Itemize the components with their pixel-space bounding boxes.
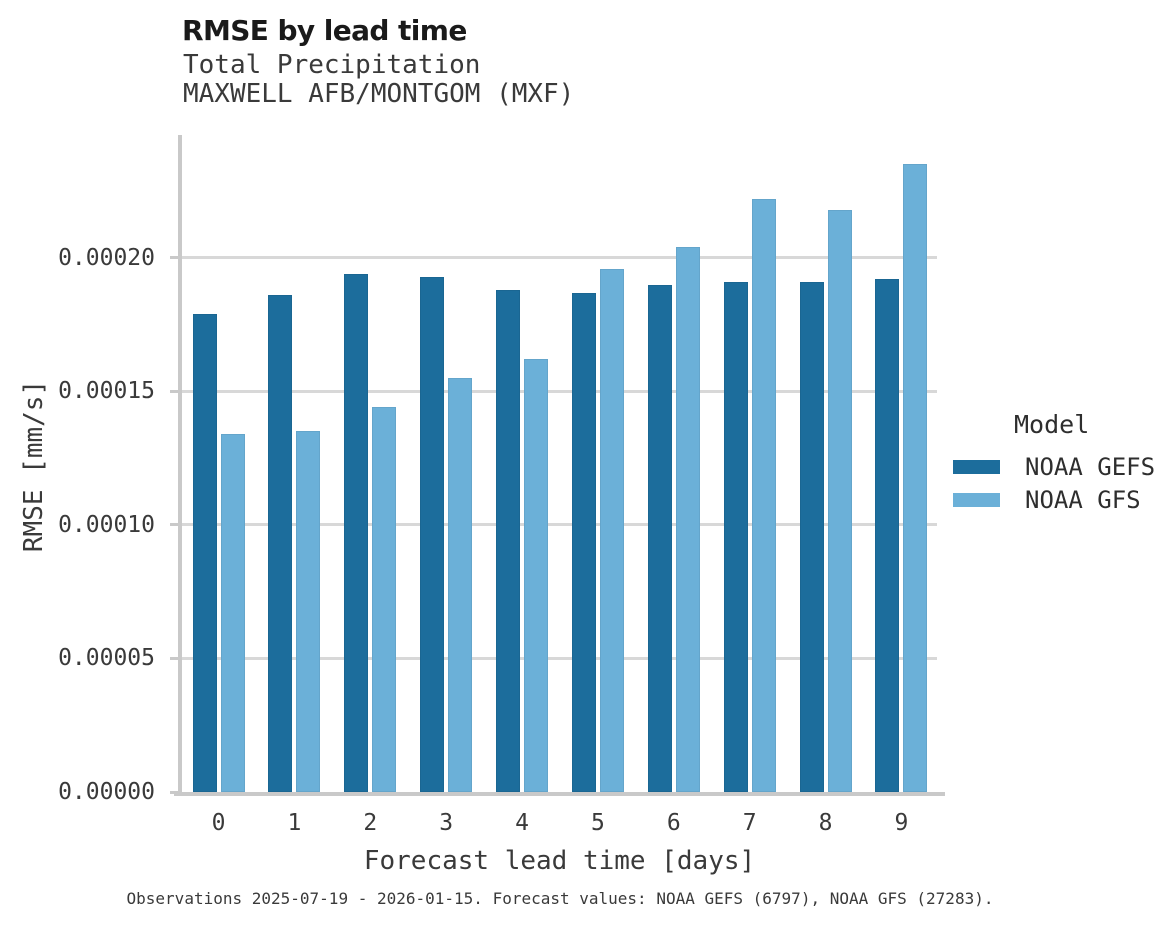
bar-noaa-gefs-day-6 [647,284,672,792]
footer-caption: Observations 2025-07-19 - 2026-01-15. Fo… [126,889,994,908]
x-tick-label-6: 6 [666,810,681,836]
bar-noaa-gefs-day-7 [723,281,748,792]
x-axis-label: Forecast lead time [days] [363,846,756,876]
y-axis-spine [178,135,182,796]
bar-noaa-gfs-day-4 [524,359,549,792]
gridline-0.00005 [182,656,937,660]
chart-title: RMSE by lead time [182,14,467,47]
bar-noaa-gefs-day-0 [192,313,217,792]
x-axis-spine [174,792,945,796]
x-tick-label-4: 4 [515,810,529,836]
legend: Model NOAA GEFS NOAA GFS [950,408,1175,516]
bar-noaa-gefs-day-3 [420,276,445,792]
legend-swatch-icon [953,492,1000,507]
x-tick-label-2: 2 [363,810,378,836]
y-tick-mark [170,656,178,660]
y-tick-label: 0.00015 [58,378,155,405]
chart-subtitle-station: MAXWELL AFB/MONTGOM (MXF) [183,79,575,109]
bar-noaa-gfs-day-0 [220,434,245,792]
bar-noaa-gefs-day-5 [571,292,596,792]
legend-label: NOAA GEFS [1025,452,1156,481]
x-tick-label-0: 0 [211,810,226,836]
legend-label: NOAA GFS [1025,485,1141,514]
bar-noaa-gefs-day-4 [496,289,521,792]
x-tick-label-7: 7 [742,810,757,836]
plot-area [170,135,945,796]
bar-noaa-gefs-day-8 [799,281,824,792]
x-tick-label-1: 1 [287,810,302,836]
x-tick-label-5: 5 [590,810,605,836]
x-tick-label-9: 9 [894,810,909,836]
y-tick-label: 0.00010 [58,511,155,538]
legend-swatch-icon [953,459,1000,474]
bar-noaa-gfs-day-2 [372,407,397,792]
y-tick-label: 0.00005 [58,645,155,672]
bar-noaa-gfs-day-6 [675,247,700,792]
y-tick-mark [170,790,178,794]
legend-item-noaa-gefs: NOAA GEFS [950,450,1175,483]
y-tick-label: 0.00020 [58,244,155,271]
gridline-0.00010 [182,523,937,527]
y-tick-mark [170,389,178,393]
y-tick-label: 0.00000 [58,779,155,805]
bar-noaa-gfs-day-8 [827,209,852,792]
y-tick-mark [170,256,178,260]
legend-item-noaa-gfs: NOAA GFS [950,483,1175,516]
bar-noaa-gefs-day-9 [875,279,900,792]
y-tick-mark [170,523,178,527]
bar-noaa-gfs-day-3 [448,378,473,792]
bar-noaa-gfs-day-7 [751,199,776,792]
gridline-0.00015 [182,389,937,393]
chart-subtitle-variable: Total Precipitation [183,50,481,80]
legend-title: Model [1014,410,1090,439]
bar-noaa-gfs-day-1 [296,431,321,792]
x-tick-label-3: 3 [439,810,454,836]
gridline-0.00020 [182,256,937,260]
bar-noaa-gfs-day-9 [903,164,928,792]
bar-noaa-gfs-day-5 [599,268,624,792]
bar-noaa-gefs-day-1 [268,295,293,792]
x-tick-label-8: 8 [818,810,833,836]
bar-noaa-gefs-day-2 [344,273,369,792]
